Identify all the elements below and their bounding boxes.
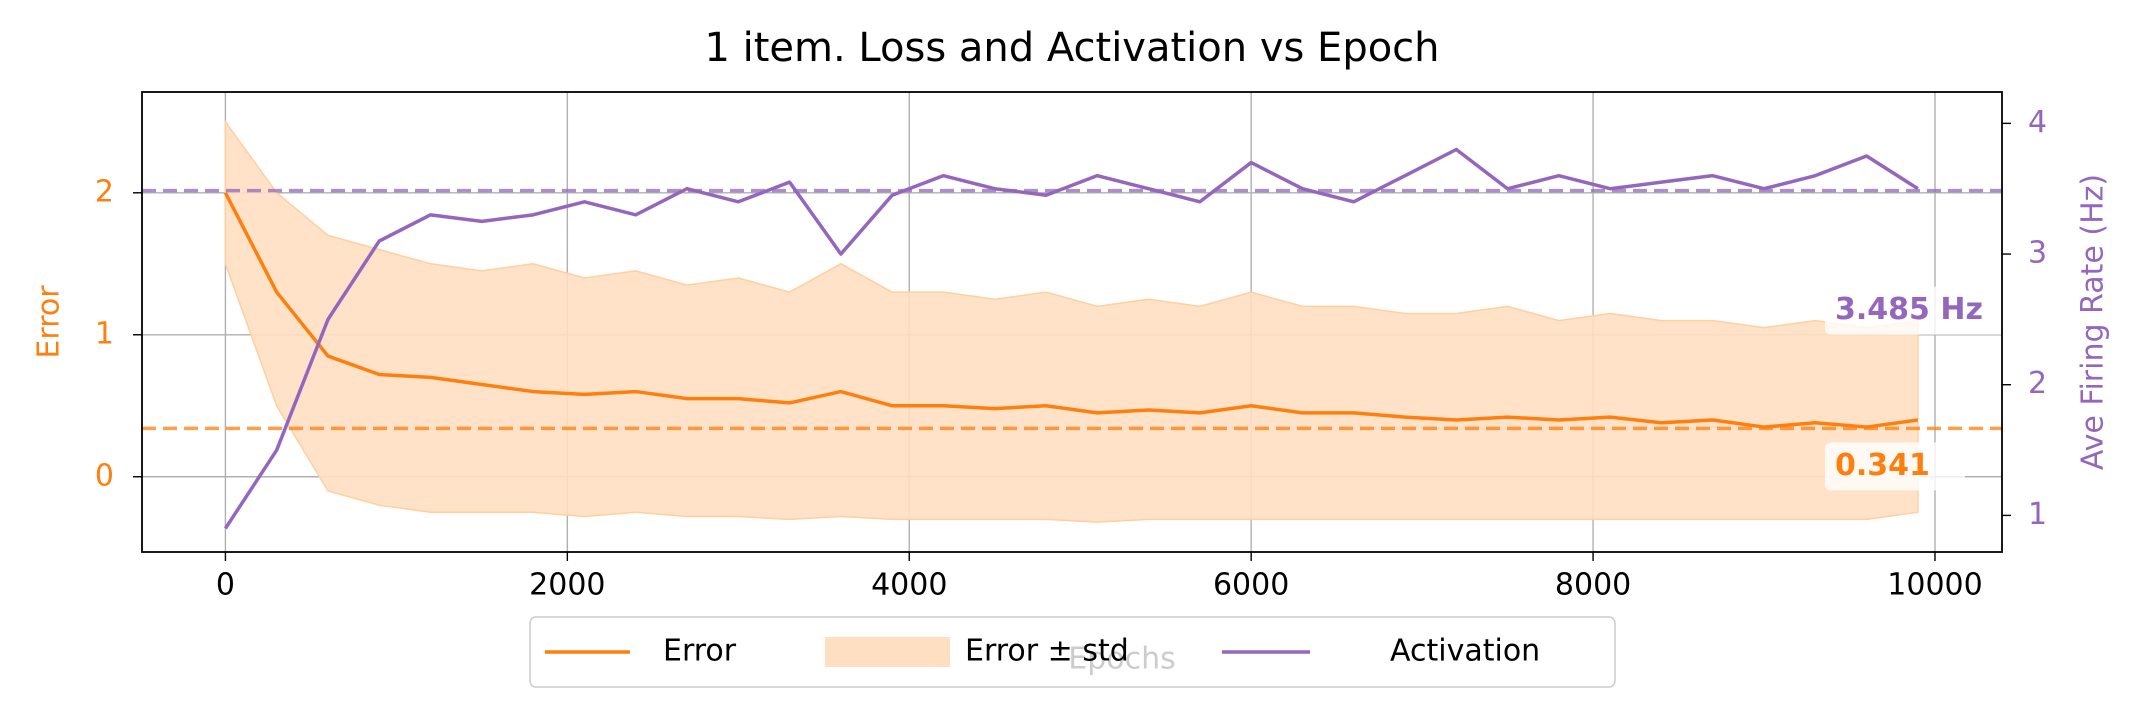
std-band bbox=[224, 119, 1919, 523]
series-line bbox=[223, 147, 1919, 530]
x-tick-label: 0 bbox=[216, 568, 235, 603]
plot-frame bbox=[141, 91, 2003, 553]
legend-label: Error ± std bbox=[965, 634, 1129, 669]
y-tick-label: 1 bbox=[95, 316, 114, 351]
y2-axis-label: Ave Firing Rate (Hz) bbox=[2076, 174, 2111, 470]
annotation-box bbox=[1825, 286, 2035, 335]
x-tick-label: 2000 bbox=[529, 568, 605, 603]
y-tick-label: 2 bbox=[95, 174, 114, 209]
x-tick-label: 6000 bbox=[1213, 568, 1289, 603]
legend-label: Activation bbox=[1390, 634, 1540, 669]
chart-title: 1 item. Loss and Activation vs Epoch bbox=[704, 25, 1439, 71]
y-tick-label: 0 bbox=[95, 458, 114, 493]
y2-tick-label: 4 bbox=[2028, 105, 2047, 140]
legend-label: Error bbox=[663, 634, 737, 669]
y2-tick-label: 3 bbox=[2028, 236, 2047, 271]
x-tick-label: 10000 bbox=[1887, 568, 1982, 603]
y-axis-label: Error bbox=[32, 285, 67, 359]
annotation: 0.341 bbox=[1835, 448, 1930, 483]
x-tick-label: 4000 bbox=[871, 568, 947, 603]
annotation-box bbox=[1825, 442, 1965, 491]
annotation: 3.485 Hz bbox=[1835, 292, 1983, 327]
x-tick-label: 8000 bbox=[1555, 568, 1631, 603]
y2-tick-label: 2 bbox=[2028, 366, 2047, 401]
series-line bbox=[223, 191, 1919, 429]
legend-swatch bbox=[825, 637, 950, 667]
y2-tick-label: 1 bbox=[2028, 497, 2047, 532]
legend-box bbox=[529, 616, 1616, 688]
